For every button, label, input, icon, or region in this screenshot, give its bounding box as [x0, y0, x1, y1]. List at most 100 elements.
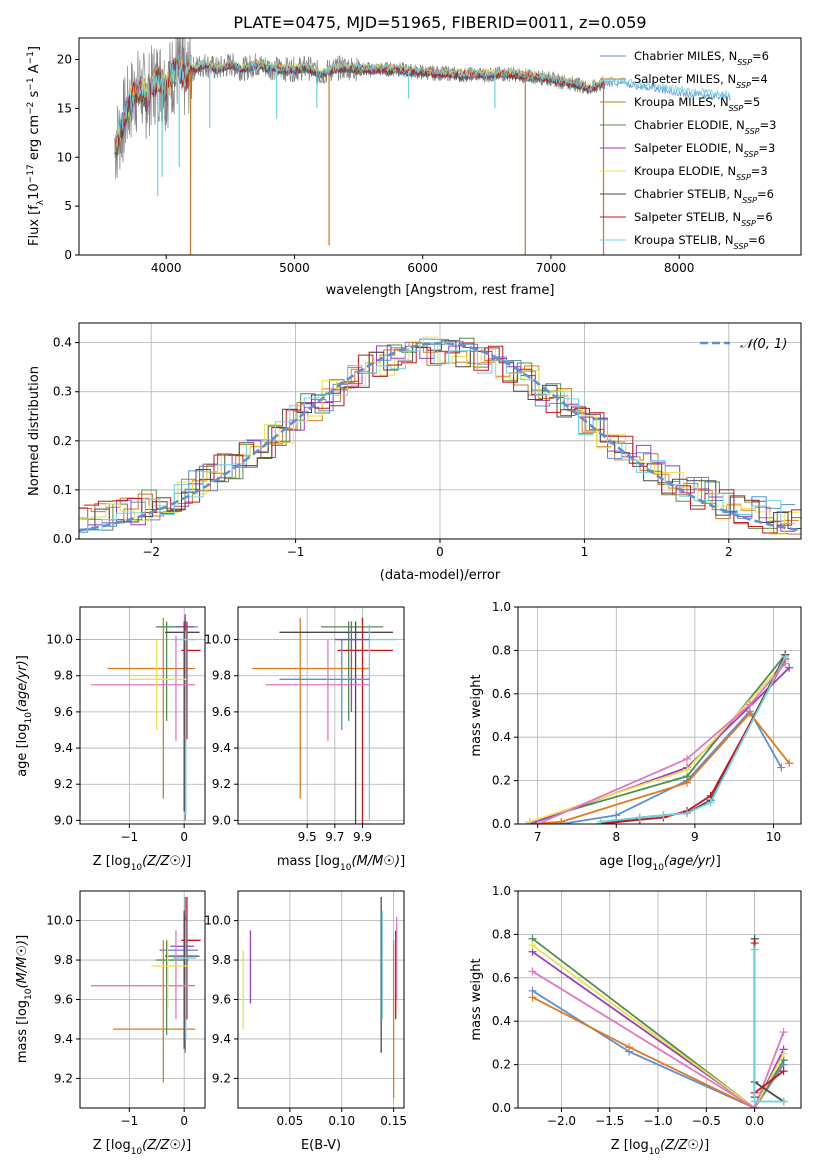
axis-label-part: Z [log [611, 1138, 649, 1153]
y-tick-label: 9.4 [54, 741, 73, 755]
mass-weight-marker [533, 820, 542, 824]
age_vs_mass-axes: 9.5 9.7 9.9 9.0 9.2 9.4 9.6 9.8 10.0 mass [log10(… [204, 606, 405, 873]
x-tick-label: 0.15 [380, 1114, 407, 1128]
y-tick-label: 0.3 [53, 385, 72, 399]
residual-histogram [84, 342, 801, 534]
model-spectrum-line [114, 54, 731, 153]
mass-weight-line [537, 662, 786, 824]
x-tick-label: −2.0 [547, 1114, 576, 1128]
y-tick-label: 9.0 [54, 813, 73, 827]
x-tick-label: 7 [534, 830, 542, 844]
x-tick-label: −2 [142, 545, 160, 559]
massweight_vs_Z-plot-area [528, 934, 788, 1108]
axis-label-part: mass [log [277, 854, 340, 869]
y-tick-label: 9.0 [212, 813, 231, 827]
axis-label-part: (age/yr) [15, 660, 30, 712]
y-tick-label: 0.2 [492, 1058, 511, 1072]
legend-label-part: SSP [737, 58, 752, 67]
y-tick-label: 5 [64, 199, 72, 213]
mass-weight-marker [779, 1067, 788, 1076]
legend-label-part: SSP [734, 242, 749, 251]
mass-weight-line [600, 656, 787, 823]
axis-label-part: ] [15, 655, 30, 660]
mass_vs_ebv-plot-area [242, 896, 398, 1099]
legend-label: Salpeter ELODIE, NSSP=3 [634, 141, 775, 159]
x-tick-label: 9 [691, 830, 699, 844]
spectrum-plot-area [114, 38, 731, 255]
mass-weight-marker [777, 763, 786, 772]
data-spectrum-line [114, 38, 606, 180]
y-tick-label: 10.0 [204, 633, 231, 647]
legend-label-part: Chabrier STELIB, N [634, 187, 742, 201]
y-tick-label: 10.0 [46, 633, 73, 647]
mass-weight-marker [525, 817, 534, 824]
x-tick-label: 9.5 [298, 830, 317, 844]
legend-label-part: =3 [758, 141, 775, 155]
mass-weight-marker [779, 1097, 788, 1106]
spectrum-axes: 4000 5000 6000 7000 8000 0 5 10 15 20 Chabrier MIL… [26, 37, 802, 298]
mass-weight-line [529, 667, 790, 824]
legend-label-part: SSP [745, 127, 760, 136]
legend-label-part: SSP [736, 173, 751, 182]
y-axis-label: Normed distribution [27, 366, 42, 496]
mass-weight-marker [785, 759, 794, 768]
y-tick-label: 0.6 [492, 687, 511, 701]
axis-label-part: ] [716, 854, 721, 869]
normal-reference-curve [79, 341, 801, 532]
x-tick-label: −0.5 [692, 1114, 721, 1128]
y-tick-label: 10.0 [46, 914, 73, 928]
legend-label: Chabrier STELIB, NSSP=6 [634, 187, 774, 205]
y-axis-label: mass weight [469, 674, 484, 756]
x-tick-label: −1.5 [595, 1114, 624, 1128]
legend-label: Chabrier MILES, NSSP=6 [634, 49, 769, 67]
legend-label-part: =3 [760, 118, 777, 132]
axes-frame [79, 606, 206, 825]
x-tick-label: 8000 [664, 261, 695, 275]
y-tick-label: 1.0 [492, 884, 511, 898]
y-tick-label: 0.0 [492, 1101, 511, 1115]
y-tick-label: 10 [57, 150, 72, 164]
axis-label-part: 10 [131, 1147, 143, 1157]
mass_vs_ebv-axes: 0.05 0.10 0.15 9.2 9.4 9.6 9.8 10.0 E(B-V) [204, 890, 407, 1153]
mass_vs_Z-plot-area [90, 896, 201, 1083]
mass-weight-line [600, 658, 787, 824]
y-tick-label: 0.8 [492, 643, 511, 657]
legend-label-part: =6 [756, 210, 773, 224]
y-tick-label: 0.4 [492, 730, 511, 744]
axis-label-part: Z [log [93, 1138, 131, 1153]
x-tick-label: 1 [581, 545, 589, 559]
y-tick-label: 9.6 [54, 705, 73, 719]
axis-label-part: 10 [652, 863, 664, 873]
y-tick-label: 9.4 [212, 1032, 231, 1046]
legend-label-part: Salpeter ELODIE, N [634, 141, 744, 155]
y-tick-label: 9.2 [212, 1071, 231, 1085]
mass-weight-line [600, 654, 787, 824]
y-tick-label: 0.2 [492, 774, 511, 788]
mass-weight-marker [745, 700, 754, 709]
x-tick-label: 9.7 [325, 830, 344, 844]
mass-weight-marker [612, 811, 621, 820]
axis-label: age [log10(age/yr)] [15, 655, 34, 777]
y-tick-label: 0.0 [53, 532, 72, 546]
legend-label-part: SSP [741, 219, 756, 228]
residuals-plot-area [79, 336, 801, 535]
axis-label: Z [log10(Z/Z☉)] [611, 1138, 709, 1157]
y-tick-label: 1.0 [492, 600, 511, 614]
x-tick-label: 10 [766, 830, 781, 844]
mass-weight-marker [750, 1097, 759, 1106]
mass-weight-marker [779, 1028, 788, 1037]
legend-label-part: =6 [752, 49, 769, 63]
y-axis-label-part: A [27, 64, 42, 77]
mass-weight-marker [683, 809, 692, 818]
mass-weight-line [531, 944, 785, 1108]
y-tick-label: 9.4 [212, 741, 231, 755]
residual-histogram [80, 340, 801, 530]
axis-label: mass [log10(M/M☉)] [15, 935, 34, 1063]
legend-label-part: Chabrier ELODIE, N [634, 118, 745, 132]
mass-weight-line [529, 709, 783, 824]
massweight_vs_Z-axes: −2.0 −1.5 −1.0 −0.5 0.0 0.0 0.2 0.4 0.6 0.8 1.0 mas… [469, 884, 802, 1157]
y-tick-label: 0.0 [492, 817, 511, 831]
y-axis-label-part: −2 [26, 102, 36, 115]
y-tick-label: 9.8 [212, 953, 231, 967]
